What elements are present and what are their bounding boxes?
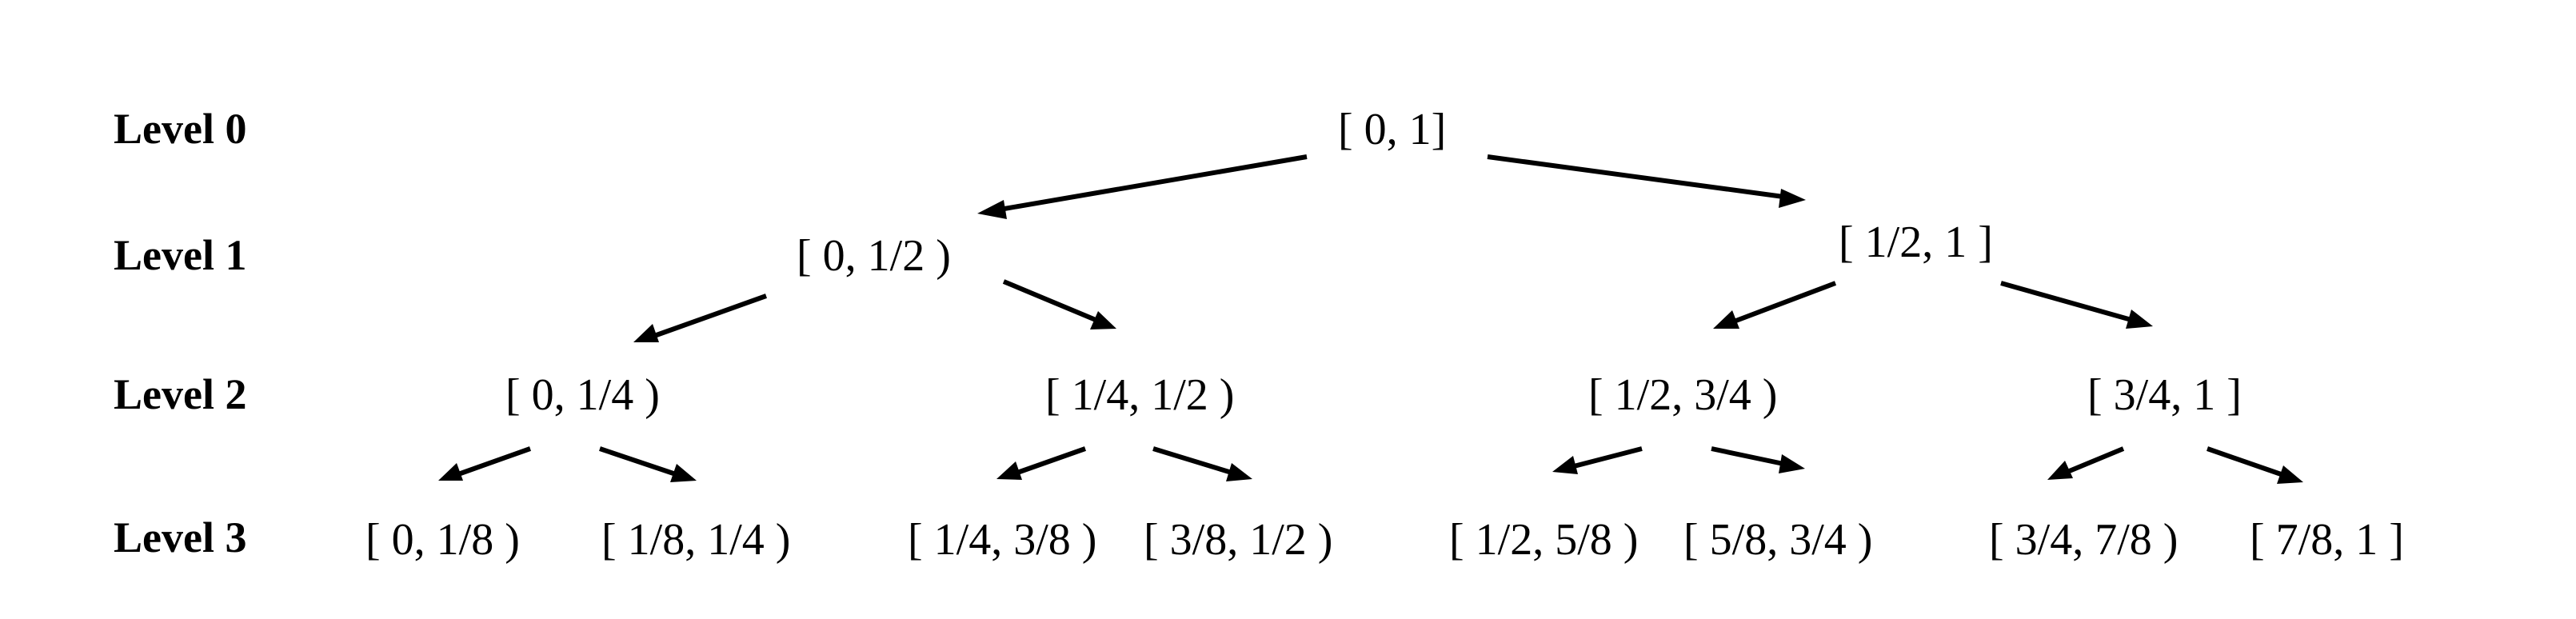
node-n0: [ 0, 1]: [1338, 105, 1446, 154]
tree-nodes: [ 0, 1] [ 0, 1/2 ) [ 1/2, 1 ] [ 0, 1/4 )…: [365, 105, 2404, 565]
edge-n1a-n2b: [1002, 279, 1097, 322]
arrowhead-n1a-n2a: [633, 324, 659, 342]
node-n2b: [ 1/4, 1/2 ): [1045, 370, 1234, 420]
node-n3a: [ 0, 1/8 ): [365, 515, 520, 565]
edge-n0-n1a: [999, 154, 1308, 212]
node-n3f: [ 5/8, 3/4 ): [1683, 515, 1872, 565]
node-n2c: [ 1/2, 3/4 ): [1588, 370, 1777, 420]
level-label-1: Level 1: [114, 231, 246, 279]
edge-n1a-n2a: [653, 294, 768, 338]
edge-n2b-n3d: [1152, 446, 1232, 475]
level-label-2: Level 2: [114, 370, 246, 418]
arrowhead-n1b-n2c: [1713, 310, 1739, 329]
edge-n2c-n3e: [1573, 446, 1643, 469]
arrowhead-n2d-n3g: [2047, 461, 2073, 480]
arrowhead-n2a-n3b: [670, 464, 697, 482]
edge-n2c-n3f: [1711, 446, 1784, 466]
arrowhead-n2c-n3f: [1779, 454, 1805, 473]
arrowhead-n2d-n3h: [2277, 465, 2303, 484]
level-label-3: Level 3: [114, 513, 246, 561]
node-n2a: [ 0, 1/4 ): [505, 370, 660, 420]
arrowhead-n1a-n2b: [1090, 311, 1116, 329]
arrowhead-n0-n1b: [1779, 189, 1806, 208]
node-n3c: [ 1/4, 3/8 ): [908, 515, 1096, 565]
edge-n1b-n2c: [1732, 281, 1837, 324]
arrowhead-n2b-n3d: [1226, 463, 1252, 481]
edge-n2b-n3c: [1016, 446, 1086, 475]
arrowhead-n1b-n2d: [2126, 310, 2153, 329]
edge-n2d-n3h: [2207, 446, 2284, 477]
node-n2d: [ 3/4, 1 ]: [2087, 370, 2242, 420]
edge-n0-n1b: [1487, 154, 1784, 199]
edge-n2d-n3g: [2066, 446, 2125, 474]
edge-n2a-n3b: [599, 446, 677, 477]
arrowhead-n2c-n3e: [1552, 456, 1578, 474]
tree-edges: [438, 154, 2303, 484]
node-n1b: [ 1/2, 1 ]: [1839, 218, 1993, 267]
node-n3e: [ 1/2, 5/8 ): [1449, 515, 1638, 565]
node-n1a: [ 0, 1/2 ): [797, 231, 951, 281]
arrowhead-n2b-n3c: [996, 461, 1022, 480]
node-n3d: [ 3/8, 1/2 ): [1144, 515, 1332, 565]
node-n3h: [ 7/8, 1 ]: [2250, 515, 2404, 565]
arrowhead-n0-n1a: [977, 200, 1007, 219]
edge-n1b-n2d: [2000, 281, 2132, 322]
node-n3b: [ 1/8, 1/4 ): [601, 515, 790, 565]
level-labels: Level 0 Level 1 Level 2 Level 3: [114, 105, 246, 561]
level-label-0: Level 0: [114, 105, 246, 153]
arrowhead-n2a-n3a: [438, 463, 463, 481]
edge-n2a-n3a: [457, 446, 532, 477]
node-n3g: [ 3/4, 7/8 ): [1989, 515, 2178, 565]
